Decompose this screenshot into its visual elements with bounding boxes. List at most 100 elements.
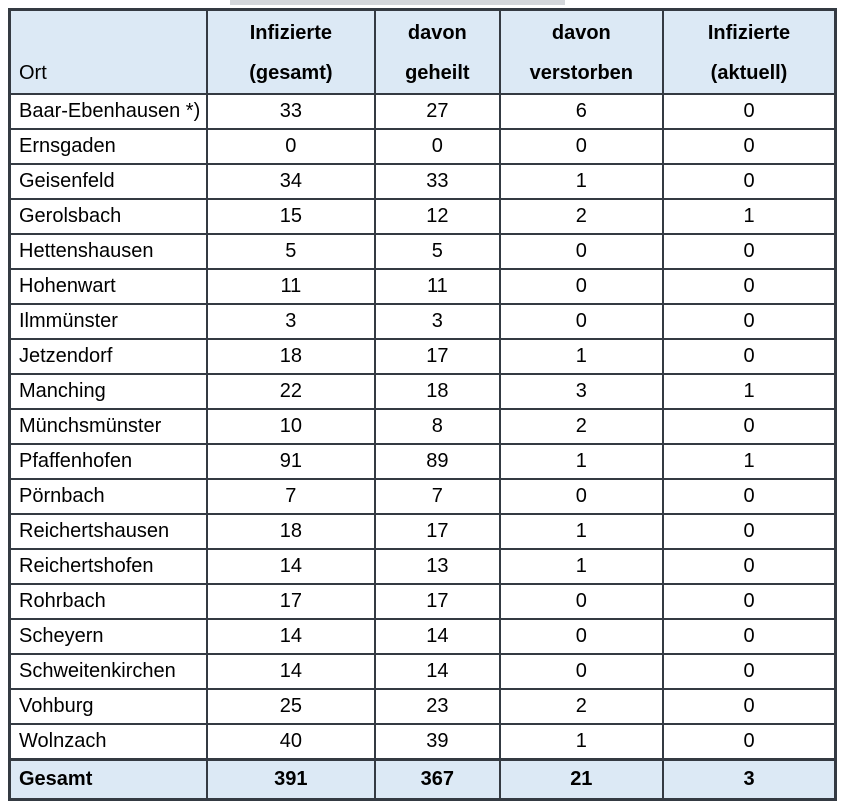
verstorben-value-cell: 2 — [498, 688, 665, 725]
geheilt-value-cell: 7 — [374, 478, 501, 515]
column-header-label: davon — [551, 22, 611, 44]
gesamt-value-cell: 91 — [205, 443, 377, 480]
geheilt-value-cell: 39 — [374, 723, 501, 761]
ort-cell: Reichertshofen — [8, 548, 208, 585]
geheilt-value-cell: 17 — [374, 513, 501, 550]
geheilt-value-cell: 27 — [374, 93, 501, 130]
table-row: Pörnbach 7 7 0 0 — [8, 478, 837, 515]
gesamt-value-cell: 3 — [205, 303, 377, 340]
geheilt-value-cell: 17 — [374, 338, 501, 375]
verstorben-value-cell: 6 — [498, 93, 665, 130]
table-row: Wolnzach 40 39 1 0 — [8, 723, 837, 761]
ort-cell: Manching — [8, 373, 208, 410]
aktuell-value-cell: 0 — [662, 688, 837, 725]
column-header-label: Infizierte — [249, 22, 332, 44]
column-header-davon-verstorben: davon verstorben — [498, 8, 665, 95]
table-row: Jetzendorf 18 17 1 0 — [8, 338, 837, 375]
geheilt-value-cell: 18 — [374, 373, 501, 410]
geheilt-value-cell: 367 — [374, 758, 501, 801]
table-row: Ilmmünster 3 3 0 0 — [8, 303, 837, 340]
table-row: Geisenfeld 34 33 1 0 — [8, 163, 837, 200]
verstorben-value-cell: 0 — [498, 618, 665, 655]
header-row: Ort Infizierte (gesamt) davon geheilt — [8, 8, 837, 95]
ort-cell: Scheyern — [8, 618, 208, 655]
geheilt-value-cell: 3 — [374, 303, 501, 340]
gesamt-value-cell: 25 — [205, 688, 377, 725]
gesamt-value-cell: 33 — [205, 93, 377, 130]
verstorben-value-cell: 1 — [498, 163, 665, 200]
geheilt-value-cell: 17 — [374, 583, 501, 620]
aktuell-value-cell: 0 — [662, 338, 837, 375]
ort-cell: Wolnzach — [8, 723, 208, 761]
ort-cell: Vohburg — [8, 688, 208, 725]
gesamt-value-cell: 5 — [205, 233, 377, 270]
gesamt-value-cell: 15 — [205, 198, 377, 235]
table-row: Baar-Ebenhausen *) 33 27 6 0 — [8, 93, 837, 130]
aktuell-value-cell: 1 — [662, 443, 837, 480]
gesamt-value-cell: 391 — [205, 758, 377, 801]
aktuell-value-cell: 0 — [662, 93, 837, 130]
verstorben-value-cell: 0 — [498, 268, 665, 305]
aktuell-value-cell: 0 — [662, 653, 837, 690]
verstorben-value-cell: 1 — [498, 443, 665, 480]
gesamt-value-cell: 14 — [205, 548, 377, 585]
verstorben-value-cell: 0 — [498, 478, 665, 515]
geheilt-value-cell: 13 — [374, 548, 501, 585]
ort-cell: Ilmmünster — [8, 303, 208, 340]
aktuell-value-cell: 1 — [662, 373, 837, 410]
infection-table: Ort Infizierte (gesamt) davon geheilt — [8, 8, 837, 801]
geheilt-value-cell: 14 — [374, 653, 501, 690]
gesamt-value-cell: 14 — [205, 653, 377, 690]
aktuell-value-cell: 0 — [662, 723, 837, 761]
table-row: Ernsgaden 0 0 0 0 — [8, 128, 837, 165]
gesamt-value-cell: 40 — [205, 723, 377, 761]
verstorben-value-cell: 3 — [498, 373, 665, 410]
column-header-infizierte-aktuell: Infizierte (aktuell) — [662, 8, 837, 95]
aktuell-value-cell: 0 — [662, 128, 837, 165]
aktuell-value-cell: 0 — [662, 233, 837, 270]
gesamt-value-cell: 22 — [205, 373, 377, 410]
cropped-element-artifact — [230, 0, 565, 5]
table-row: Rohrbach 17 17 0 0 — [8, 583, 837, 620]
geheilt-value-cell: 33 — [374, 163, 501, 200]
aktuell-value-cell: 0 — [662, 163, 837, 200]
ort-cell: Münchsmünster — [8, 408, 208, 445]
verstorben-value-cell: 1 — [498, 548, 665, 585]
verstorben-value-cell: 2 — [498, 408, 665, 445]
table-row: Pfaffenhofen 91 89 1 1 — [8, 443, 837, 480]
ort-cell: Ernsgaden — [8, 128, 208, 165]
verstorben-value-cell: 0 — [498, 233, 665, 270]
gesamt-value-cell: 11 — [205, 268, 377, 305]
ort-cell: Hohenwart — [8, 268, 208, 305]
verstorben-value-cell: 0 — [498, 303, 665, 340]
ort-cell: Jetzendorf — [8, 338, 208, 375]
table-row: Münchsmünster 10 8 2 0 — [8, 408, 837, 445]
ort-cell: Pörnbach — [8, 478, 208, 515]
aktuell-value-cell: 0 — [662, 513, 837, 550]
aktuell-value-cell: 0 — [662, 478, 837, 515]
table-row: Manching 22 18 3 1 — [8, 373, 837, 410]
aktuell-value-cell: 3 — [662, 758, 837, 801]
gesamt-value-cell: 17 — [205, 583, 377, 620]
table-row: Reichertshausen 18 17 1 0 — [8, 513, 837, 550]
gesamt-value-cell: 10 — [205, 408, 377, 445]
column-header-label: davon — [407, 22, 467, 44]
verstorben-value-cell: 0 — [498, 653, 665, 690]
verstorben-value-cell: 0 — [498, 583, 665, 620]
column-header-label: (gesamt) — [249, 62, 333, 84]
geheilt-value-cell: 89 — [374, 443, 501, 480]
geheilt-value-cell: 23 — [374, 688, 501, 725]
verstorben-value-cell: 2 — [498, 198, 665, 235]
verstorben-value-cell: 1 — [498, 513, 665, 550]
verstorben-value-cell: 21 — [498, 758, 665, 801]
gesamt-value-cell: 14 — [205, 618, 377, 655]
geheilt-value-cell: 11 — [374, 268, 501, 305]
table-body: Baar-Ebenhausen *) 33 27 6 0 Ernsgaden 0 0 0 0 Gei… — [8, 93, 837, 801]
verstorben-value-cell: 1 — [498, 338, 665, 375]
aktuell-value-cell: 0 — [662, 583, 837, 620]
geheilt-value-cell: 0 — [374, 128, 501, 165]
aktuell-value-cell: 0 — [662, 618, 837, 655]
verstorben-value-cell: 1 — [498, 723, 665, 761]
geheilt-value-cell: 12 — [374, 198, 501, 235]
